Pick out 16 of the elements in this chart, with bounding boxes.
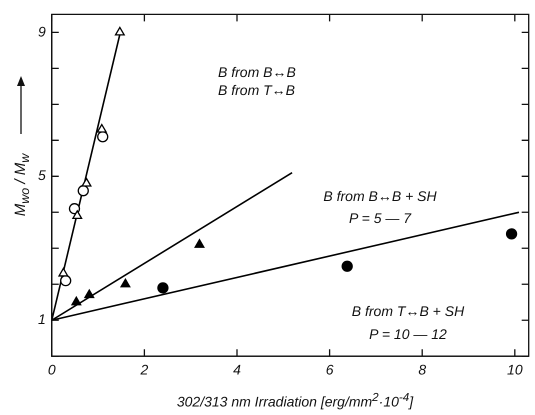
- annotation: B from T↔B + SH: [350, 303, 466, 319]
- y-tick-label: 5: [38, 167, 46, 184]
- x-tick-label: 2: [139, 361, 148, 378]
- x-axis-title: 302/313 nm Irradiation [erg/mm$^{2}$·10$^{-4}$]: [176, 391, 414, 410]
- annotation: B from T↔B: [218, 82, 296, 98]
- y-tick-label: 9: [38, 23, 46, 40]
- x-tick-label: 8: [418, 361, 426, 378]
- annotation: B from B↔B: [218, 64, 296, 80]
- x-tick-label: 6: [326, 361, 334, 378]
- annotation: B from B↔B + SH: [322, 188, 438, 204]
- x-tick-label: 10: [507, 361, 523, 378]
- x-tick-label: 4: [233, 361, 242, 378]
- annotation: P = 10 — 12: [368, 326, 448, 342]
- y-tick-label: 1: [38, 311, 46, 328]
- annotation: P = 5 — 7: [348, 210, 412, 226]
- x-tick-label: 0: [48, 361, 56, 378]
